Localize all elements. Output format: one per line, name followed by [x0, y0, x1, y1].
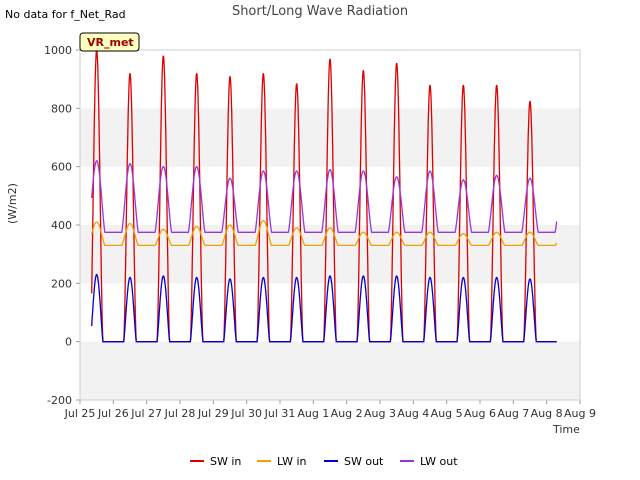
legend-label: SW out	[344, 455, 384, 468]
x-tick-label: Aug 1	[297, 407, 329, 420]
series-line-lw-in	[91, 219, 558, 247]
y-tick-label: 800	[51, 102, 72, 115]
x-tick-label: Aug 4	[397, 407, 429, 420]
no-data-note: No data for f_Net_Rad	[5, 8, 126, 21]
chart-title: Short/Long Wave Radiation	[231, 4, 409, 19]
x-tick-label: Aug 9	[564, 407, 596, 420]
y-tick-label: -200	[47, 394, 72, 407]
y-tick-label: 400	[51, 219, 72, 232]
x-tick-label: Aug 8	[531, 407, 563, 420]
x-tick-label: Jul 27	[130, 407, 162, 420]
x-tick-label: Aug 5	[431, 407, 463, 420]
y-tick-label: 1000	[44, 44, 72, 57]
series-line-sw-out	[91, 273, 557, 343]
series-line-lw-out	[91, 160, 558, 233]
x-tick-label: Jul 26	[97, 407, 129, 420]
x-tick-label: Aug 2	[331, 407, 363, 420]
legend-label: LW out	[420, 455, 458, 468]
site-badge: VR_met	[79, 32, 140, 52]
legend-label: SW in	[210, 455, 241, 468]
x-tick-label: Aug 7	[497, 407, 529, 420]
grid-band	[80, 341, 580, 400]
x-tick-label: Jul 31	[264, 407, 296, 420]
x-tick-label: Jul 28	[164, 407, 196, 420]
y-tick-label: 600	[51, 161, 72, 174]
x-tick-label: Aug 3	[364, 407, 396, 420]
x-axis-label: Time	[553, 423, 580, 436]
plot-frame	[79, 49, 581, 401]
y-tick-label: 0	[65, 336, 72, 349]
x-tick-label: Jul 25	[64, 407, 96, 420]
x-tick-label: Aug 6	[464, 407, 496, 420]
grid-band	[80, 225, 580, 284]
x-tick-label: Jul 30	[230, 407, 262, 420]
svg-text:VR_met: VR_met	[87, 36, 134, 49]
grid-band	[80, 108, 580, 167]
x-tick-label: Jul 29	[197, 407, 229, 420]
y-tick-label: 200	[51, 277, 72, 290]
legend-label: LW in	[277, 455, 307, 468]
